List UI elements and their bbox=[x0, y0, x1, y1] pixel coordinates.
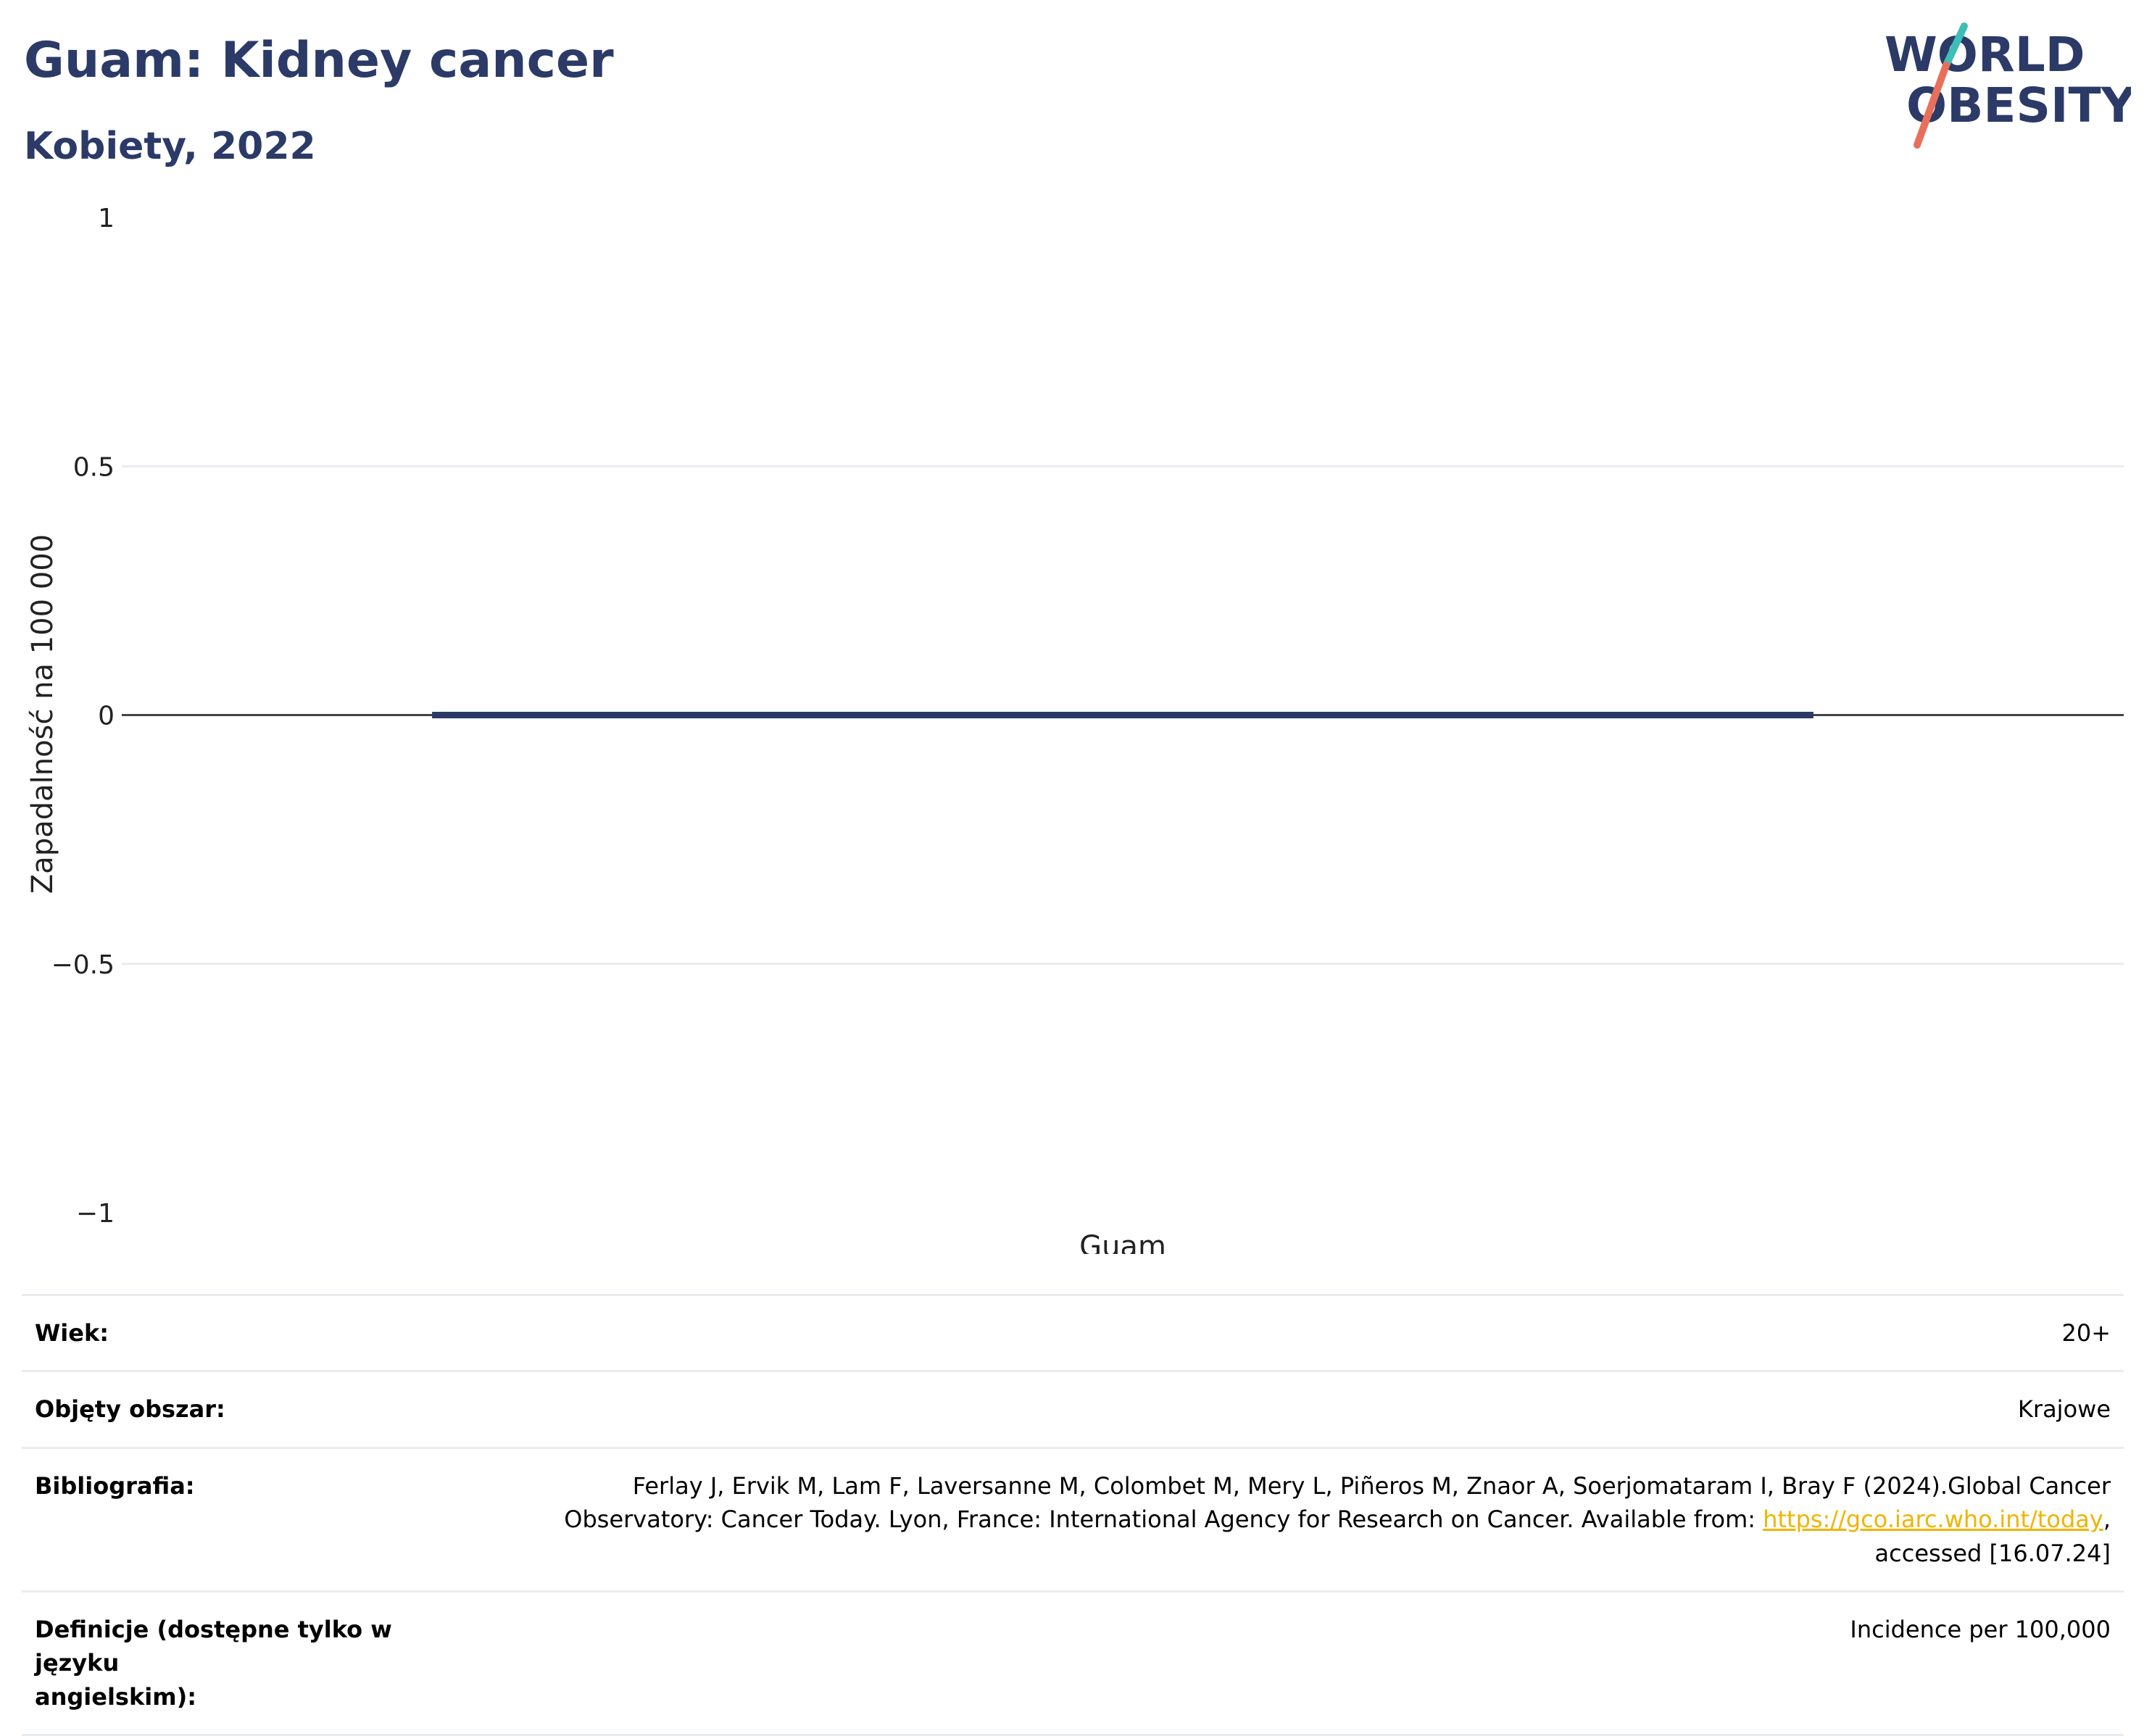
meta-value-coverage: Krajowe bbox=[2017, 1395, 2111, 1424]
bibliography-link[interactable]: https://gco.iarc.who.int/today bbox=[1763, 1505, 2103, 1534]
bibliography-line2: Observatory: Cancer Today. Lyon, France:… bbox=[564, 1505, 1763, 1534]
bar-chart: 1 0.5 0 −0.5 −1 Guam Zapadalność na 100 000 bbox=[26, 204, 2124, 1254]
x-tick-label: Guam bbox=[1079, 1230, 1166, 1254]
logo-slash-bottom bbox=[1914, 62, 1950, 149]
y-tick-label: 0.5 bbox=[73, 452, 115, 482]
meta-row-age: Wiek: 20+ bbox=[22, 1295, 2124, 1371]
y-tick-label: 1 bbox=[98, 204, 115, 233]
y-tick-label: −1 bbox=[76, 1199, 115, 1229]
meta-value-definitions: Incidence per 100,000 bbox=[1850, 1615, 2111, 1643]
meta-value-age: 20+ bbox=[2061, 1319, 2111, 1347]
meta-label-coverage: Objęty obszar: bbox=[35, 1395, 225, 1424]
meta-row-bibliography: Bibliografia: Ferlay J, Ervik M, Lam F, … bbox=[22, 1448, 2124, 1591]
bars bbox=[432, 712, 1813, 718]
world-obesity-logo[interactable]: WORLD OBESITY bbox=[1885, 20, 2131, 151]
logo-text-obesity: OBESITY bbox=[1906, 78, 2131, 133]
x-axis-ticks: Guam bbox=[1079, 1230, 1166, 1254]
bibliography-line2-end: , bbox=[2103, 1505, 2111, 1534]
chart-title: Guam: Kidney cancer bbox=[24, 32, 614, 89]
y-tick-label: 0 bbox=[98, 702, 115, 731]
meta-label-age: Wiek: bbox=[35, 1319, 109, 1347]
bibliography-line3: accessed [16.07.24] bbox=[1874, 1539, 2111, 1567]
meta-label-definitions: Definicje (dostępne tylko w języku angie… bbox=[22, 1591, 483, 1735]
y-tick-label: −0.5 bbox=[51, 950, 115, 980]
definitions-label-line1: Definicje (dostępne tylko w języku bbox=[35, 1615, 392, 1677]
meta-row-coverage: Objęty obszar: Krajowe bbox=[22, 1371, 2124, 1448]
definitions-label-line2: angielskim): bbox=[35, 1682, 196, 1711]
bibliography-line1: Ferlay J, Ervik M, Lam F, Laversanne M, … bbox=[632, 1471, 2111, 1500]
chart-subtitle: Kobiety, 2022 bbox=[24, 125, 316, 168]
meta-label-bibliography: Bibliografia: bbox=[35, 1471, 195, 1500]
meta-value-bibliography: Ferlay J, Ervik M, Lam F, Laversanne M, … bbox=[483, 1448, 2124, 1591]
bar-guam bbox=[432, 712, 1813, 718]
meta-row-definitions: Definicje (dostępne tylko w języku angie… bbox=[22, 1591, 2124, 1735]
y-axis-label: Zapadalność na 100 000 bbox=[26, 534, 59, 894]
logo-text-world: WORLD bbox=[1885, 27, 2085, 83]
metadata-table: Wiek: 20+ Objęty obszar: Krajowe Bibliog… bbox=[22, 1294, 2124, 1736]
y-axis-ticks: 1 0.5 0 −0.5 −1 bbox=[51, 204, 115, 1229]
logo-slash-top bbox=[1943, 22, 1968, 69]
